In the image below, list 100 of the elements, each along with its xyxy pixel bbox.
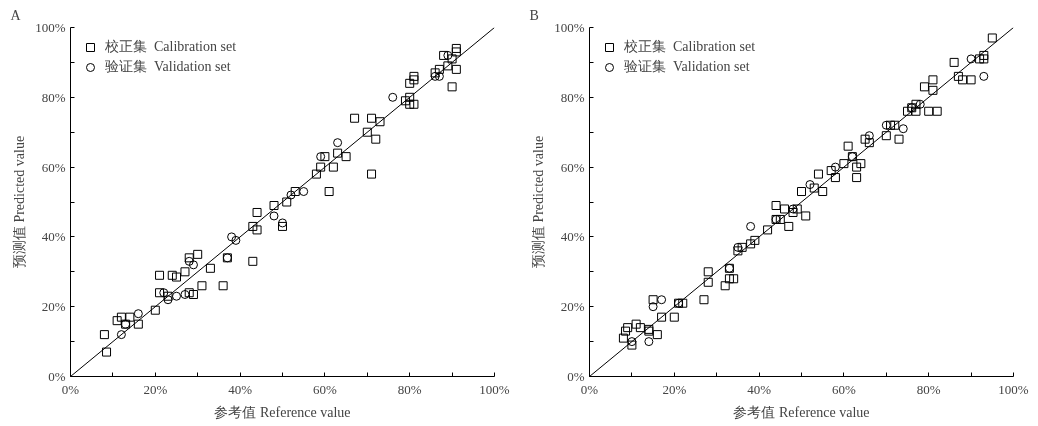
y-tick-label: 100% [554,20,585,35]
x-tick-label: 0% [61,381,80,397]
point [248,256,258,266]
point [388,92,398,102]
point [180,289,190,299]
point [830,162,840,172]
point [172,291,181,301]
y-tick-label: 0% [567,369,585,384]
point [898,124,908,134]
point [133,309,143,319]
point [439,50,449,60]
point [290,187,300,197]
point [205,263,215,273]
point [188,289,198,299]
point [805,180,815,190]
x-tick-label: 100% [998,381,1029,397]
point [180,267,190,277]
point [328,162,338,172]
point [648,302,658,312]
point [434,64,444,74]
point [333,138,343,148]
point [269,211,279,221]
x-tick-label: 40% [747,381,772,397]
point [915,99,925,109]
legend-label: 验证集 Validation set [624,58,750,76]
point [188,260,198,270]
point [269,200,279,210]
y-tick-label: 80% [41,89,66,105]
point [405,92,415,102]
point [102,347,112,357]
point [248,221,258,231]
x-tick-label: 60% [312,381,337,397]
point [324,187,334,197]
point [451,64,461,74]
point [907,103,917,113]
point [657,295,667,305]
y-tick-label: 40% [560,229,585,245]
x-tick-label: 20% [662,381,687,397]
point [451,43,461,53]
point [746,221,756,231]
point [434,71,444,81]
point [99,330,109,340]
point [172,272,181,282]
point [155,270,165,280]
point [184,288,194,298]
point [197,281,207,291]
y-tick-label: 100% [35,20,66,35]
point [367,169,377,179]
y-tick-label: 80% [560,89,585,105]
point [371,134,381,144]
point [451,47,461,57]
y-tick-label: 20% [560,299,585,315]
point [724,263,734,273]
point [847,152,857,162]
point [311,169,321,179]
point [644,337,654,347]
point [788,204,798,214]
point [167,270,177,280]
point [409,75,419,85]
y-tick-label: 0% [48,369,66,384]
y-tick-label: 60% [41,159,66,175]
x-tick-label: 60% [831,381,856,397]
point [881,120,891,130]
point [231,235,241,245]
point [282,197,292,207]
point [350,113,360,123]
x-axis-title: 参考值 Reference value [214,404,351,420]
point [252,207,262,217]
point [341,152,351,162]
legend-label: 验证集 Validation set [105,58,231,76]
point [966,54,976,64]
chart-title: A [10,7,22,23]
point [278,221,287,231]
point [125,312,135,322]
point [218,281,228,291]
x-axis-title: 参考值 Reference value [733,404,870,420]
point [316,162,326,172]
point [116,330,126,340]
point [252,225,262,235]
point [409,99,419,109]
point [133,319,143,329]
y-axis-title: 预测值 Predicted value [531,135,547,269]
point [405,99,415,109]
point [443,61,453,71]
point [286,190,296,200]
point [163,291,173,301]
point [155,288,165,298]
point [674,298,684,308]
point [116,312,126,322]
point [150,305,160,315]
point [447,82,457,92]
y-axis-title: 预测值 Predicted value [12,135,28,269]
point [316,152,326,162]
legend-label: 校正集 Calibration set [105,38,237,56]
x-tick-label: 80% [916,381,941,397]
point [400,96,410,106]
point [405,78,415,88]
point [362,127,372,137]
y-tick-label: 60% [560,159,585,175]
point [112,316,122,326]
